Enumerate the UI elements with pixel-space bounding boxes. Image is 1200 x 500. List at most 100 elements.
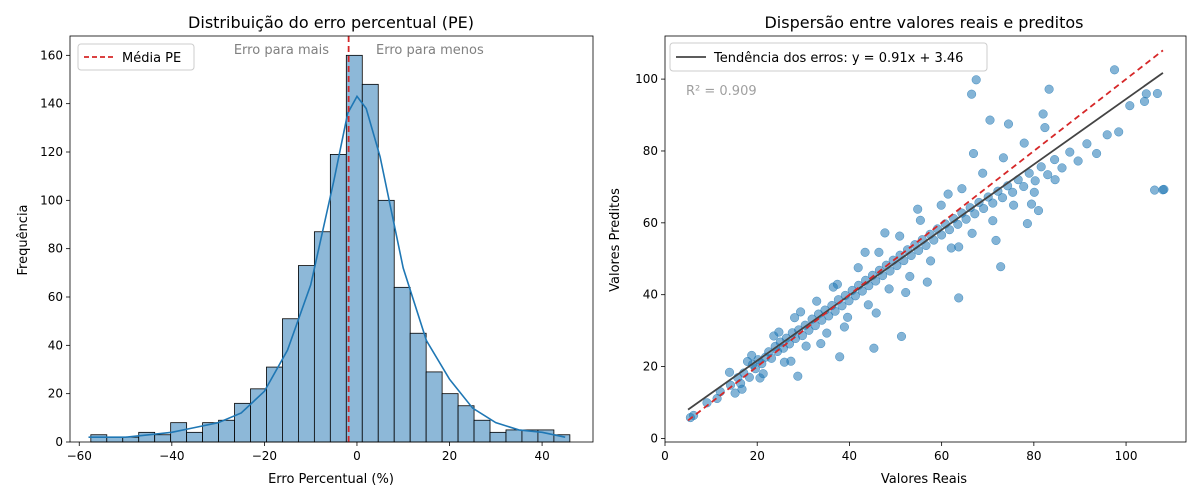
scatter-point: [843, 312, 853, 322]
scatter-point: [824, 311, 834, 321]
scatter-point: [1050, 155, 1060, 165]
scatter-point: [965, 203, 975, 213]
scatter-point: [1022, 219, 1032, 229]
scatter-point: [1043, 170, 1053, 180]
x-tick-label: −20: [252, 449, 277, 463]
histogram-bar: [441, 393, 459, 443]
histogram-bar: [361, 83, 379, 443]
scatter-point: [998, 153, 1008, 163]
scatter-point: [884, 284, 894, 294]
y-tick-label: 60: [643, 216, 658, 230]
y-tick-label: 0: [55, 435, 63, 449]
scatter-point: [869, 343, 879, 353]
histogram-bar: [425, 371, 443, 443]
scatter-point: [979, 203, 989, 214]
x-tick-label: 100: [1115, 449, 1138, 463]
x-tick-label: 40: [842, 449, 857, 463]
scatter-point: [742, 356, 753, 367]
scatter-point: [1003, 119, 1014, 129]
y-tick-label: 20: [643, 360, 658, 374]
x-tick-label: 0: [353, 449, 361, 463]
scatter-point: [967, 228, 977, 238]
scatter-point: [985, 115, 995, 125]
scatter-point: [997, 193, 1008, 203]
scatter-point: [988, 198, 998, 208]
trend-line: [687, 72, 1164, 411]
scatter-point: [724, 367, 735, 377]
histogram-x-ticks: −60 −40 −20 0 20 40: [67, 442, 550, 463]
scatter-point: [737, 384, 747, 394]
scatter-point: [1114, 127, 1124, 137]
identity-line: [687, 49, 1164, 422]
scatter-x-label: Valores Reais: [881, 472, 967, 487]
histogram-bar: [393, 286, 411, 443]
scatter-point: [790, 313, 800, 323]
scatter-x-ticks: 0 20 40 60 80 100: [661, 442, 1138, 463]
scatter-point: [1033, 206, 1044, 216]
scatter-point: [1150, 185, 1160, 195]
scatter-point: [755, 373, 765, 383]
histogram-bar: [505, 429, 523, 443]
scatter-point: [988, 216, 998, 226]
scatter-point: [725, 380, 736, 390]
histogram-legend-box: [77, 43, 195, 71]
y-tick-label: 100: [40, 193, 63, 207]
scatter-point: [913, 204, 923, 214]
histogram-bar: [457, 405, 475, 443]
kde-curve: [88, 94, 566, 438]
scatter-point: [1019, 138, 1029, 148]
scatter-point: [828, 282, 838, 292]
scatter-point: [896, 331, 907, 341]
y-tick-label: 80: [643, 144, 658, 158]
scatter-point: [1057, 163, 1067, 173]
scatter-point: [1152, 88, 1162, 99]
scatter-y-ticks: 0 20 40 60 80 100: [635, 72, 665, 445]
legend-mean-label: Média PE: [122, 51, 181, 66]
scatter-point: [839, 322, 849, 332]
histogram-bar: [218, 419, 235, 443]
y-tick-label: 120: [40, 145, 63, 159]
y-tick-label: 140: [40, 97, 63, 111]
scatter-point: [1038, 109, 1048, 119]
scatter-point: [730, 388, 740, 398]
scatter-point: [793, 371, 803, 381]
scatter-point: [853, 263, 863, 273]
scatter-point: [1029, 187, 1039, 197]
scatter-point: [936, 200, 946, 210]
histogram-bar: [282, 318, 299, 443]
scatter-point: [835, 352, 845, 362]
scatter-point: [1125, 101, 1135, 111]
scatter-point: [1040, 123, 1050, 133]
scatter-point: [1139, 96, 1150, 106]
scatter-point: [954, 293, 964, 303]
y-tick-label: 100: [635, 72, 658, 86]
scatter-point: [796, 307, 806, 317]
scatter-y-label: Valores Preditos: [608, 188, 623, 292]
x-tick-label: −40: [159, 449, 184, 463]
scatter-point: [1109, 65, 1120, 75]
y-tick-label: 0: [650, 431, 658, 445]
scatter-point: [1024, 168, 1034, 178]
scatter-point: [954, 242, 964, 252]
x-tick-label: −60: [67, 449, 92, 463]
histogram-bar: [329, 154, 347, 443]
annotation-over: Erro para mais: [234, 43, 329, 58]
scatter-point: [1102, 130, 1112, 140]
scatter-axes-frame: [664, 35, 1187, 443]
scatter-point: [1082, 139, 1092, 149]
x-tick-label: 40: [534, 449, 549, 463]
legend-trend-label: Tendência dos erros: y = 0.91x + 3.46: [713, 51, 963, 66]
scatter-title: Dispersão entre valores reais e preditos: [764, 13, 1083, 32]
scatter-point: [871, 308, 881, 318]
scatter-point: [901, 287, 911, 298]
histogram-bars: [90, 54, 571, 443]
scatter-point: [996, 262, 1006, 272]
x-tick-label: 20: [442, 449, 457, 463]
scatter-point: [1030, 176, 1040, 186]
kde-curve-group: [88, 94, 566, 438]
scatter-point: [863, 300, 873, 310]
scatter-point: [860, 247, 870, 257]
histogram-y-ticks: 0 20 40 60 80 100 120 140 160: [40, 48, 70, 449]
scatter-point: [1141, 89, 1151, 99]
